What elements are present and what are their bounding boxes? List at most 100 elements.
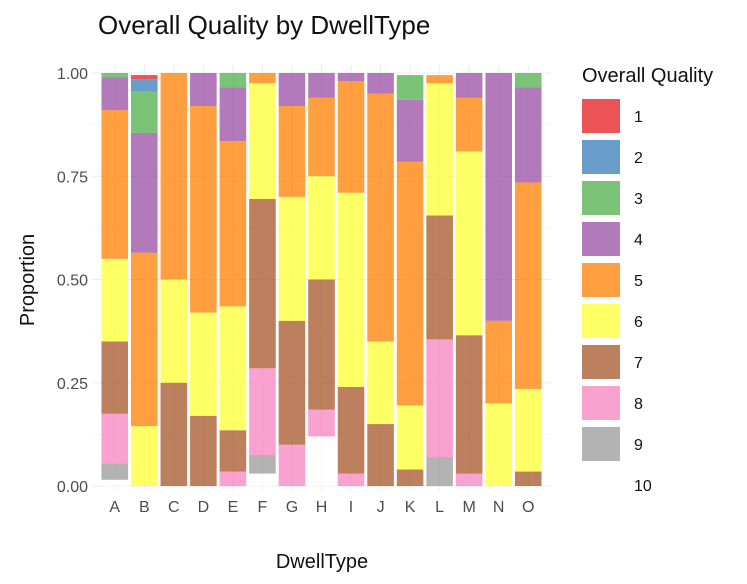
x-tick-label: B: [139, 499, 150, 516]
bar-segment-G-q8: [278, 444, 306, 486]
bar-segment-C-q5: [160, 73, 188, 280]
bar-segment-C-q6: [160, 279, 188, 383]
legend-label-3: 3: [634, 191, 643, 208]
bar-segment-J-q5: [367, 93, 394, 342]
bars: [101, 73, 542, 486]
legend-key-5: [582, 263, 620, 297]
bar-segment-K-q5: [396, 161, 424, 406]
bar-segment-M-q6: [455, 151, 483, 336]
bar-segment-N-q5: [485, 320, 512, 404]
x-tick-label: M: [463, 499, 476, 516]
bar-segment-O-q5: [514, 182, 542, 389]
bar-segment-B-q1: [131, 75, 158, 80]
legend-label-4: 4: [634, 232, 643, 249]
bar-segment-H-q10: [308, 436, 335, 486]
bar-segment-A-q5: [101, 110, 129, 259]
bar-segment-A-q4: [101, 77, 129, 111]
bar-segment-M-q5: [455, 97, 483, 152]
bar-segment-L-q8: [426, 339, 453, 458]
legend-label-8: 8: [634, 396, 643, 413]
bar-segment-H-q8: [308, 409, 335, 437]
legend: Overall Quality 1 2 3 4 5 6 7 8 9 10: [582, 65, 713, 502]
bar-segment-O-q3: [514, 73, 542, 88]
bar-segment-J-q7: [367, 424, 394, 486]
bar-segment-H-q6: [308, 176, 335, 280]
bar-segment-D-q7: [190, 415, 217, 486]
x-tick-label: G: [286, 499, 298, 516]
y-axis-ticks: 0.00 0.25 0.50 0.75 1.00: [57, 66, 88, 496]
bar-segment-E-q4: [219, 87, 247, 142]
bar-segment-I-q6: [337, 192, 365, 387]
bar-segment-H-q4: [308, 73, 335, 98]
bar-segment-B-q4: [131, 132, 158, 253]
bar-segment-F-q6: [249, 83, 276, 199]
bar-segment-L-q9: [426, 457, 453, 486]
bar-segment-J-q6: [367, 341, 394, 425]
bar-segment-D-q6: [190, 312, 217, 416]
bar-segment-F-q5: [249, 73, 276, 84]
y-axis-title: Proportion: [17, 234, 39, 326]
legend-label-1: 1: [634, 109, 643, 126]
bar-segment-F-q10: [249, 473, 276, 486]
bar-segment-A-q10: [101, 479, 129, 486]
legend-label-2: 2: [634, 150, 643, 167]
y-tick-label: 0.00: [57, 479, 88, 496]
y-tick-label: 1.00: [57, 66, 88, 83]
bar-segment-G-q6: [278, 196, 306, 321]
legend-label-5: 5: [634, 273, 643, 290]
bar-segment-E-q6: [219, 306, 247, 431]
bar-segment-N-q4: [485, 73, 512, 321]
bar-segment-F-q7: [249, 198, 276, 369]
x-tick-label: J: [377, 499, 385, 516]
bar-segment-M-q7: [455, 335, 483, 474]
x-tick-label: F: [258, 499, 268, 516]
bar-segment-K-q7: [396, 469, 424, 486]
legend-key-7: [582, 345, 620, 379]
bar-segment-G-q5: [278, 106, 306, 197]
bar-segment-H-q5: [308, 97, 335, 177]
bar-segment-E-q3: [219, 73, 247, 88]
x-tick-label: E: [228, 499, 239, 516]
bar-segment-B-q3: [131, 91, 158, 133]
legend-label-6: 6: [634, 314, 643, 331]
bar-segment-A-q6: [101, 258, 129, 342]
bar-segment-E-q7: [219, 430, 247, 472]
bar-segment-G-q4: [278, 73, 306, 107]
x-tick-label: A: [109, 499, 120, 516]
x-tick-label: O: [522, 499, 534, 516]
bar-segment-L-q6: [426, 83, 453, 216]
bar-segment-A-q9: [101, 463, 129, 480]
bar-segment-A-q8: [101, 413, 129, 464]
y-tick-label: 0.75: [57, 169, 88, 186]
bar-segment-C-q7: [160, 382, 188, 486]
bar-segment-B-q2: [131, 79, 158, 92]
bar-segment-E-q8: [219, 471, 247, 486]
legend-label-9: 9: [634, 437, 643, 454]
legend-key-4: [582, 222, 620, 256]
x-tick-label: N: [493, 499, 505, 516]
bar-segment-K-q6: [396, 405, 424, 470]
bar-segment-F-q9: [249, 455, 276, 474]
legend-key-8: [582, 386, 620, 420]
legend-key-2: [582, 140, 620, 174]
bar-segment-O-q7: [514, 471, 542, 486]
bar-segment-A-q7: [101, 341, 129, 414]
bar-segment-F-q8: [249, 368, 276, 456]
bar-segment-O-q6: [514, 388, 542, 472]
bar-segment-I-q5: [337, 81, 365, 193]
bar-segment-L-q5: [426, 75, 453, 84]
bar-segment-H-q7: [308, 279, 335, 410]
bar-segment-J-q4: [367, 73, 394, 94]
legend-key-3: [582, 181, 620, 215]
y-tick-label: 0.50: [57, 273, 88, 290]
chart-title: Overall Quality by DwellType: [98, 10, 430, 40]
x-tick-label: L: [435, 499, 444, 516]
legend-key-10: [582, 468, 620, 502]
legend-title: Overall Quality: [582, 65, 713, 87]
bar-segment-M-q8: [455, 473, 483, 486]
legend-key-1: [582, 99, 620, 133]
y-tick-label: 0.25: [57, 376, 88, 393]
